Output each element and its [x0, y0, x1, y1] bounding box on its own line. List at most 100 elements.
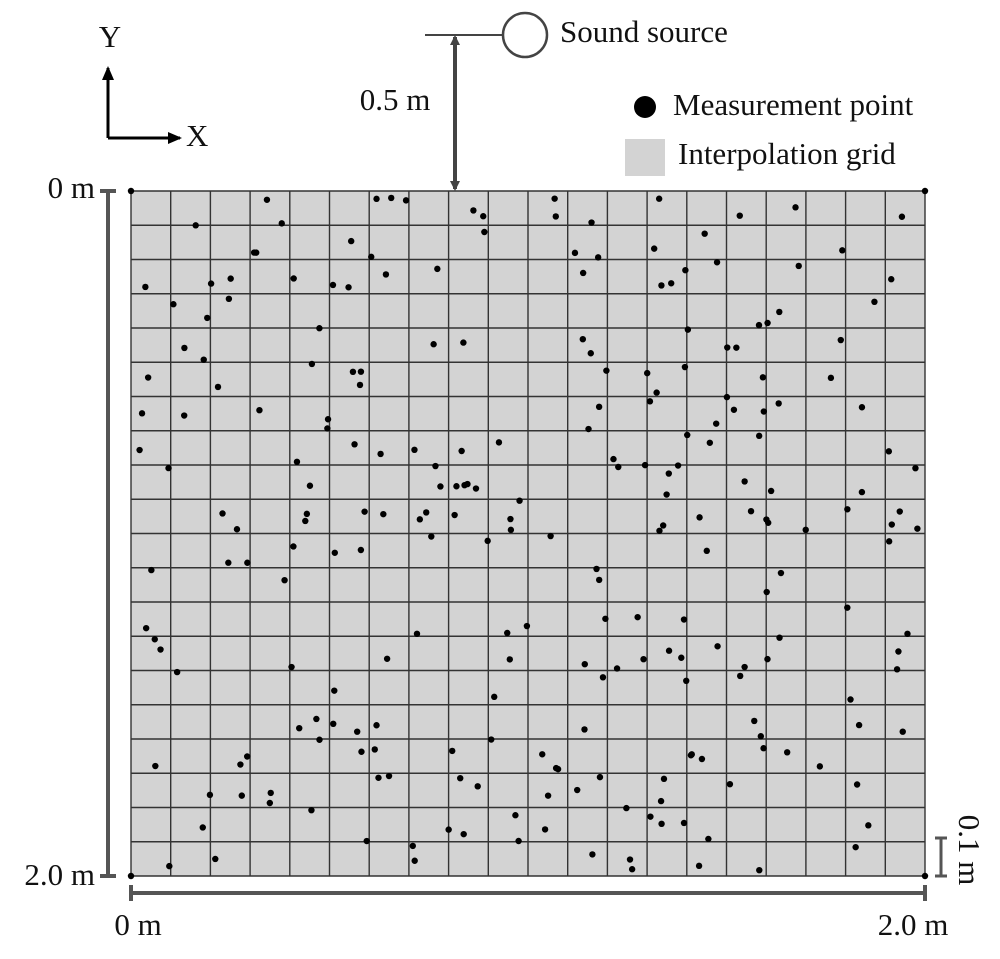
measurement-point	[207, 280, 215, 287]
measurement-point	[250, 249, 258, 256]
measurement-point	[888, 521, 895, 528]
measurement-point	[589, 851, 596, 858]
measurement-point	[741, 663, 748, 671]
measurement-point	[844, 506, 851, 513]
measurement-point	[706, 439, 714, 446]
measurement-point	[377, 450, 384, 458]
measurement-point	[837, 336, 844, 344]
measurement-point	[741, 478, 748, 485]
measurement-point	[712, 420, 720, 427]
measurement-point	[504, 629, 511, 637]
measurement-point	[409, 842, 416, 850]
measurement-point	[238, 792, 245, 799]
measurement-point	[658, 820, 665, 828]
measurement-point	[579, 335, 587, 343]
measurement-point	[764, 655, 771, 663]
measurement-point	[157, 646, 164, 653]
measurement-point	[899, 728, 906, 735]
measurement-point	[308, 360, 316, 368]
measurement-point	[602, 615, 609, 622]
measurement-point	[437, 483, 444, 490]
measurement-point	[776, 308, 783, 316]
distance-label: 0.5 m	[360, 82, 431, 117]
measurement-point	[599, 674, 607, 681]
measurement-point	[516, 497, 523, 504]
measurement-point	[331, 549, 338, 556]
measurement-point	[865, 822, 872, 829]
measurement-point	[356, 381, 364, 389]
measurement-point	[724, 344, 731, 351]
measurement-point	[432, 462, 439, 470]
measurement-point	[776, 634, 783, 641]
measurement-point	[480, 213, 487, 220]
y-scale-end: 2.0 m	[24, 857, 95, 892]
measurement-point	[626, 856, 634, 863]
measurement-point	[623, 804, 630, 812]
measurement-point	[219, 510, 226, 517]
measurement-point	[330, 720, 337, 728]
measurement-point	[713, 259, 721, 266]
measurement-point	[445, 826, 452, 833]
measurement-point	[571, 249, 579, 257]
measurement-point	[701, 230, 708, 237]
measurement-point	[552, 213, 559, 220]
measurement-point	[644, 369, 651, 377]
source-circle	[501, 11, 549, 59]
measurement-point	[481, 228, 488, 236]
measurement-point	[858, 488, 866, 496]
measurement-point	[795, 262, 802, 270]
measurement-point	[613, 665, 621, 672]
measurement-point	[634, 613, 641, 621]
measurement-point	[127, 187, 135, 195]
measurement-point	[853, 781, 861, 788]
measurement-point	[705, 835, 712, 843]
measurement-point	[641, 461, 649, 469]
measurement-point	[303, 510, 311, 518]
measurement-point	[192, 222, 199, 229]
x-scale-bar	[129, 885, 927, 901]
measurement-point	[680, 819, 688, 827]
measurement-point	[898, 213, 906, 220]
measurement-point	[895, 648, 902, 655]
measurement-point	[357, 368, 365, 375]
measurement-point	[736, 672, 744, 680]
measurement-point	[449, 747, 456, 755]
measurement-point	[423, 509, 430, 516]
y-label: Y	[99, 19, 121, 54]
measurement-point	[581, 660, 588, 668]
measurement-point	[316, 736, 323, 743]
measurement-point	[688, 751, 695, 758]
measurement-point	[844, 604, 851, 611]
measurement-point	[491, 693, 498, 701]
measurement-point	[470, 207, 477, 214]
measurement-point	[885, 448, 893, 455]
measurement-point	[460, 830, 467, 838]
measurement-point	[757, 733, 765, 740]
measurement-point	[703, 547, 710, 555]
measurement-point	[658, 282, 665, 289]
legend-point	[634, 96, 656, 118]
measurement-point	[136, 446, 143, 454]
measurement-point	[656, 527, 663, 534]
measurement-point	[802, 526, 809, 534]
measurement-point	[313, 715, 320, 723]
measurement-point	[244, 559, 251, 566]
measurement-point	[306, 482, 314, 489]
measurement-point	[385, 772, 393, 780]
x-scale-end: 2.0 m	[878, 907, 949, 942]
measurement-point	[512, 812, 519, 819]
measurement-point	[896, 508, 903, 515]
measurement-point	[411, 446, 418, 454]
measurement-point	[227, 275, 234, 282]
measurement-point	[316, 325, 323, 332]
measurement-point	[783, 749, 791, 756]
measurement-point	[457, 774, 464, 782]
measurement-point	[683, 677, 690, 685]
measurement-point	[551, 195, 558, 202]
measurement-point	[615, 463, 622, 471]
measurement-point	[595, 576, 603, 584]
measurement-point	[585, 425, 592, 433]
legend-label: Interpolation grid	[678, 136, 896, 171]
measurement-point	[847, 696, 854, 703]
